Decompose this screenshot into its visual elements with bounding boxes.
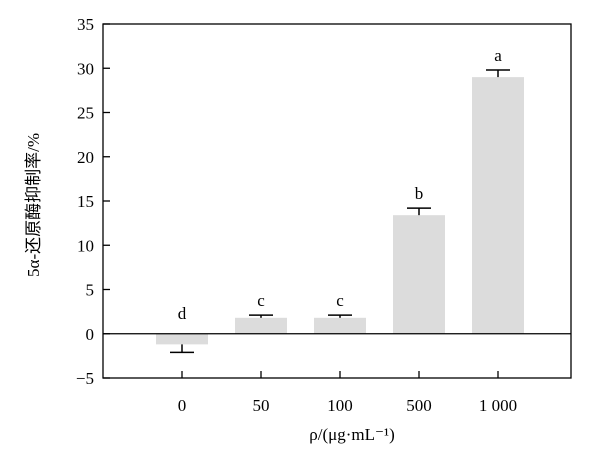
y-axis-title: 5α-还原酶抑制率/%: [24, 133, 43, 277]
bar: [472, 77, 524, 334]
significance-label: c: [336, 291, 344, 310]
y-tick-label: −5: [76, 369, 94, 388]
x-tick-label: 1 000: [479, 396, 517, 415]
y-tick-label: 0: [86, 325, 95, 344]
y-tick-label: 25: [77, 104, 94, 123]
bars: [156, 77, 524, 345]
plot-frame: [102, 23, 572, 379]
x-tick-label: 100: [327, 396, 353, 415]
y-tick-label: 35: [77, 15, 94, 34]
significance-label: c: [257, 291, 265, 310]
bar: [393, 215, 445, 334]
error-bars: [170, 69, 510, 354]
significance-label: b: [415, 184, 424, 203]
y-tick-label: 20: [77, 148, 94, 167]
y-tick-label: 30: [77, 59, 94, 78]
significance-label: d: [178, 304, 187, 323]
x-axis-ticks: 0 50 100 500 1 000: [178, 371, 517, 415]
y-tick-label: 5: [86, 281, 95, 300]
x-axis-title: ρ/(μg·mL⁻¹): [309, 425, 394, 444]
y-axis-ticks: −5 0 5 10 15 20 25 30 35: [76, 15, 110, 388]
y-tick-label: 15: [77, 192, 94, 211]
significance-label: a: [494, 46, 502, 65]
x-tick-label: 50: [253, 396, 270, 415]
x-tick-label: 500: [406, 396, 432, 415]
bar: [314, 317, 366, 334]
y-tick-label: 10: [77, 236, 94, 255]
x-tick-label: 0: [178, 396, 187, 415]
bar: [156, 333, 208, 345]
bar: [235, 317, 287, 334]
significance-labels: d c c b a: [178, 46, 502, 323]
